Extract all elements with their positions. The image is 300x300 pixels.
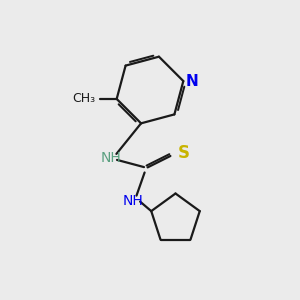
Text: NH: NH <box>100 151 122 164</box>
Text: N: N <box>186 74 199 88</box>
Text: NH: NH <box>123 194 144 208</box>
Text: S: S <box>178 144 190 162</box>
Text: CH₃: CH₃ <box>73 92 96 105</box>
